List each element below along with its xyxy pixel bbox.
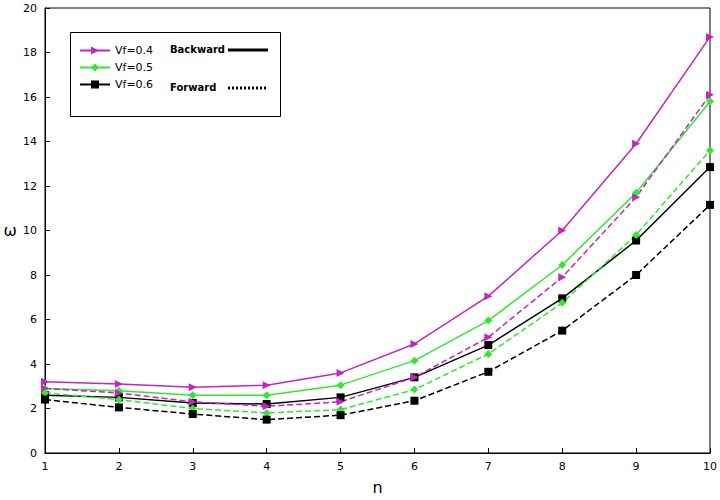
svg-text:9: 9 bbox=[633, 460, 640, 473]
svg-text:18: 18 bbox=[23, 46, 37, 59]
svg-text:2: 2 bbox=[115, 460, 122, 473]
svg-text:3: 3 bbox=[189, 460, 196, 473]
svg-text:2: 2 bbox=[30, 402, 37, 415]
svg-text:16: 16 bbox=[23, 91, 37, 104]
svg-text:ω: ω bbox=[4, 221, 17, 240]
svg-text:8: 8 bbox=[559, 460, 566, 473]
svg-text:20: 20 bbox=[23, 2, 37, 15]
svg-text:10: 10 bbox=[703, 460, 717, 473]
svg-text:Forward: Forward bbox=[170, 82, 216, 93]
svg-text:10: 10 bbox=[23, 224, 37, 237]
svg-text:Vf=0.5: Vf=0.5 bbox=[115, 61, 153, 74]
svg-text:Backward: Backward bbox=[170, 44, 225, 55]
svg-text:Vf=0.4: Vf=0.4 bbox=[115, 44, 153, 57]
svg-text:4: 4 bbox=[30, 358, 37, 371]
svg-text:Vf=0.6: Vf=0.6 bbox=[115, 78, 153, 91]
svg-text:6: 6 bbox=[30, 313, 37, 326]
svg-text:0: 0 bbox=[30, 447, 37, 460]
svg-text:7: 7 bbox=[485, 460, 492, 473]
svg-text:12: 12 bbox=[23, 180, 37, 193]
svg-text:4: 4 bbox=[263, 460, 270, 473]
svg-text:14: 14 bbox=[23, 135, 37, 148]
svg-text:8: 8 bbox=[30, 269, 37, 282]
svg-text:5: 5 bbox=[337, 460, 344, 473]
svg-text:6: 6 bbox=[411, 460, 418, 473]
svg-text:1: 1 bbox=[42, 460, 49, 473]
svg-text:n: n bbox=[372, 478, 382, 497]
